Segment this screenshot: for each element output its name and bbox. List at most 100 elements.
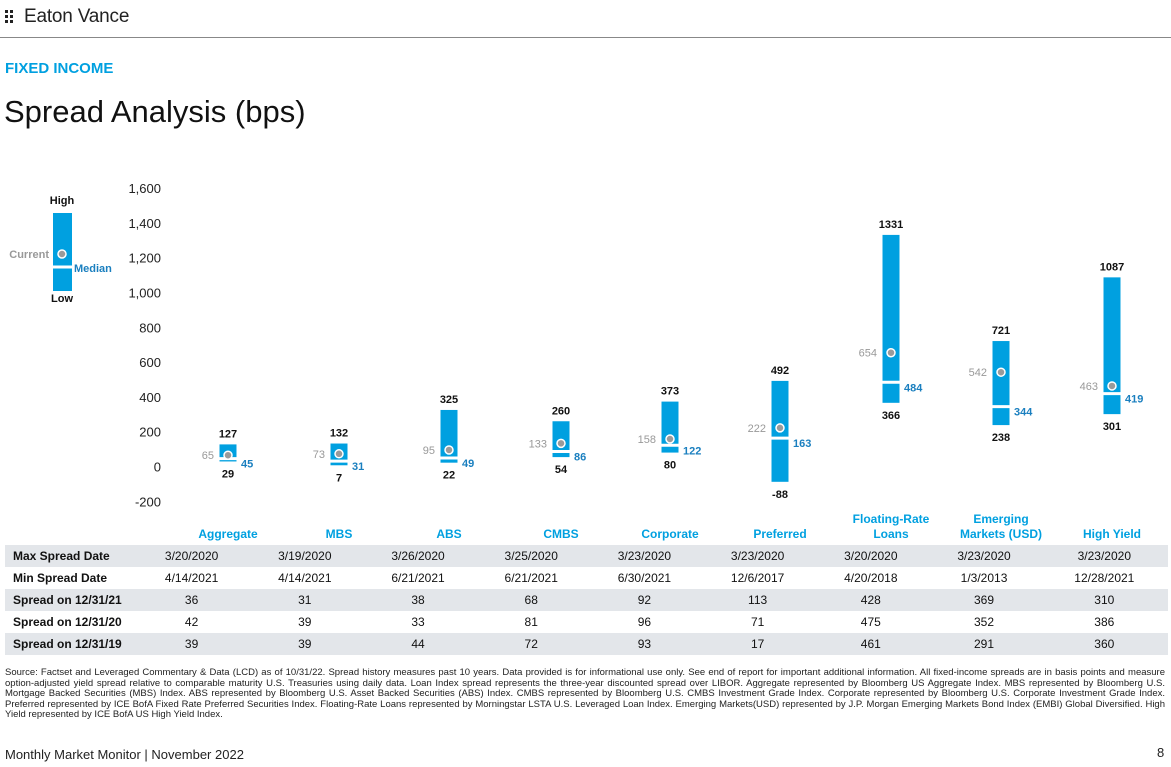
- table-row: Min Spread Date 4/14/2021 4/14/2021 6/21/20…: [5, 567, 1168, 589]
- table-cell: 39: [135, 633, 249, 655]
- table-row-header: Min Spread Date: [13, 571, 108, 585]
- current-value-label: 463: [1080, 381, 1098, 393]
- table-cell: 4/14/2021: [278, 571, 332, 585]
- table-cell: 36: [135, 589, 249, 611]
- table-cell: 39: [298, 615, 312, 629]
- table-cell: 3/25/2020: [474, 545, 588, 567]
- table-cell: 72: [474, 633, 588, 655]
- category-label: Floating-Rate: [853, 512, 930, 526]
- table-row: Spread on 12/31/20 42 39 33 81 96 71 475 352 386: [5, 611, 1168, 633]
- table-cell: 44: [361, 633, 475, 655]
- low-value-label: 54: [555, 464, 568, 476]
- current-value-label: 133: [529, 438, 547, 450]
- table-row-header: Spread on 12/31/19: [5, 633, 135, 655]
- header-divider: [0, 37, 1171, 38]
- range-bar: [1103, 277, 1121, 415]
- table-row: Spread on 12/31/19 39 39 44 72 93 17 461 291 360: [5, 633, 1168, 655]
- legend-current-label: Current: [9, 249, 49, 261]
- median-value-label: 344: [1014, 407, 1033, 419]
- table-cell: 12/28/2021: [1074, 571, 1135, 585]
- table-cell: 6/30/2021: [617, 571, 672, 585]
- table-cell: 113: [701, 589, 815, 611]
- current-value-label: 95: [423, 445, 435, 457]
- y-tick-label: 1,200: [128, 251, 161, 266]
- current-dot: [334, 449, 344, 459]
- y-tick-label: 0: [154, 460, 161, 475]
- current-value-label: 542: [969, 367, 987, 379]
- table-cell: 3/23/2020: [1040, 545, 1168, 567]
- legend-high-label: High: [50, 195, 75, 207]
- category-label: MBS: [326, 527, 353, 541]
- current-dot: [556, 438, 566, 449]
- current-value-label: 222: [748, 423, 766, 435]
- median-value-label: 31: [352, 461, 364, 473]
- low-value-label: 80: [664, 460, 676, 472]
- table-cell: 31: [248, 589, 362, 611]
- median-value-label: 86: [574, 452, 586, 464]
- current-dot: [223, 450, 233, 460]
- current-dot: [665, 434, 675, 444]
- y-tick-label: -200: [135, 494, 161, 509]
- legend-low-label: Low: [51, 293, 73, 305]
- category-label: Corporate: [641, 527, 699, 541]
- y-tick-label: 1,400: [128, 216, 161, 231]
- current-dot: [1107, 381, 1117, 391]
- current-dot: [775, 423, 785, 433]
- median-value-label: 419: [1125, 394, 1143, 406]
- low-value-label: -88: [772, 489, 788, 501]
- low-value-label: 238: [992, 432, 1010, 444]
- category-label: Preferred: [753, 527, 806, 541]
- current-value-label: 158: [638, 434, 656, 446]
- category-label: High Yield: [1083, 527, 1141, 541]
- low-value-label: 7: [336, 472, 342, 484]
- table-cell: 310: [1040, 589, 1168, 611]
- category-label: ABS: [436, 527, 461, 541]
- high-value-label: 1331: [879, 219, 903, 231]
- table-cell: 81: [524, 615, 538, 629]
- brand-name: Eaton Vance: [24, 6, 130, 27]
- eaton-vance-logo-icon: [5, 10, 13, 23]
- table-cell: 386: [1094, 615, 1115, 629]
- category-label: Loans: [873, 527, 909, 541]
- median-value-label: 484: [904, 382, 923, 394]
- spread-date-table: Max Spread Date 3/20/2020 3/19/2020 3/26/20…: [5, 545, 1168, 655]
- category-label: Aggregate: [198, 527, 258, 541]
- high-value-label: 1087: [1100, 261, 1124, 273]
- table-cell: 33: [411, 615, 425, 629]
- table-cell: 4/20/2018: [844, 571, 898, 585]
- category-label: Markets (USD): [960, 527, 1042, 541]
- table-cell: 369: [927, 589, 1041, 611]
- brand: Eaton Vance: [4, 4, 129, 30]
- table-cell: 291: [927, 633, 1041, 655]
- table-cell: 3/26/2020: [361, 545, 475, 567]
- high-value-label: 373: [661, 386, 679, 398]
- page-number: 8: [1157, 745, 1165, 760]
- table-cell: 360: [1040, 633, 1168, 655]
- legend-median-label: Median: [74, 263, 112, 275]
- high-value-label: 132: [330, 428, 348, 440]
- spread-chart: -200 0 200 400 600 800 1,000 1,200 1,400 1,600 Hig…: [9, 181, 1143, 541]
- table-cell: 6/21/2021: [391, 571, 445, 585]
- section-label: FIXED INCOME: [5, 60, 114, 77]
- median-value-label: 122: [683, 445, 701, 457]
- table-row-header: Max Spread Date: [5, 545, 135, 567]
- category-label: CMBS: [543, 527, 578, 541]
- table-cell: 3/19/2020: [248, 545, 362, 567]
- table-cell: 17: [701, 633, 815, 655]
- y-tick-label: 600: [139, 355, 161, 370]
- table-cell: 3/23/2020: [701, 545, 815, 567]
- low-value-label: 366: [882, 410, 900, 422]
- current-dot: [996, 367, 1006, 377]
- table-cell: 3/23/2020: [587, 545, 702, 567]
- range-bar: [440, 409, 458, 463]
- table-cell: 461: [814, 633, 928, 655]
- current-value-label: 65: [202, 450, 214, 462]
- page-title: Spread Analysis (bps): [4, 94, 306, 129]
- current-value-label: 73: [313, 449, 325, 461]
- current-value-label: 654: [859, 348, 877, 360]
- table-row-header: Spread on 12/31/21: [5, 589, 135, 611]
- y-tick-label: 800: [139, 320, 161, 335]
- table-cell: 71: [750, 615, 765, 629]
- high-value-label: 325: [440, 394, 458, 406]
- median-value-label: 45: [241, 459, 253, 471]
